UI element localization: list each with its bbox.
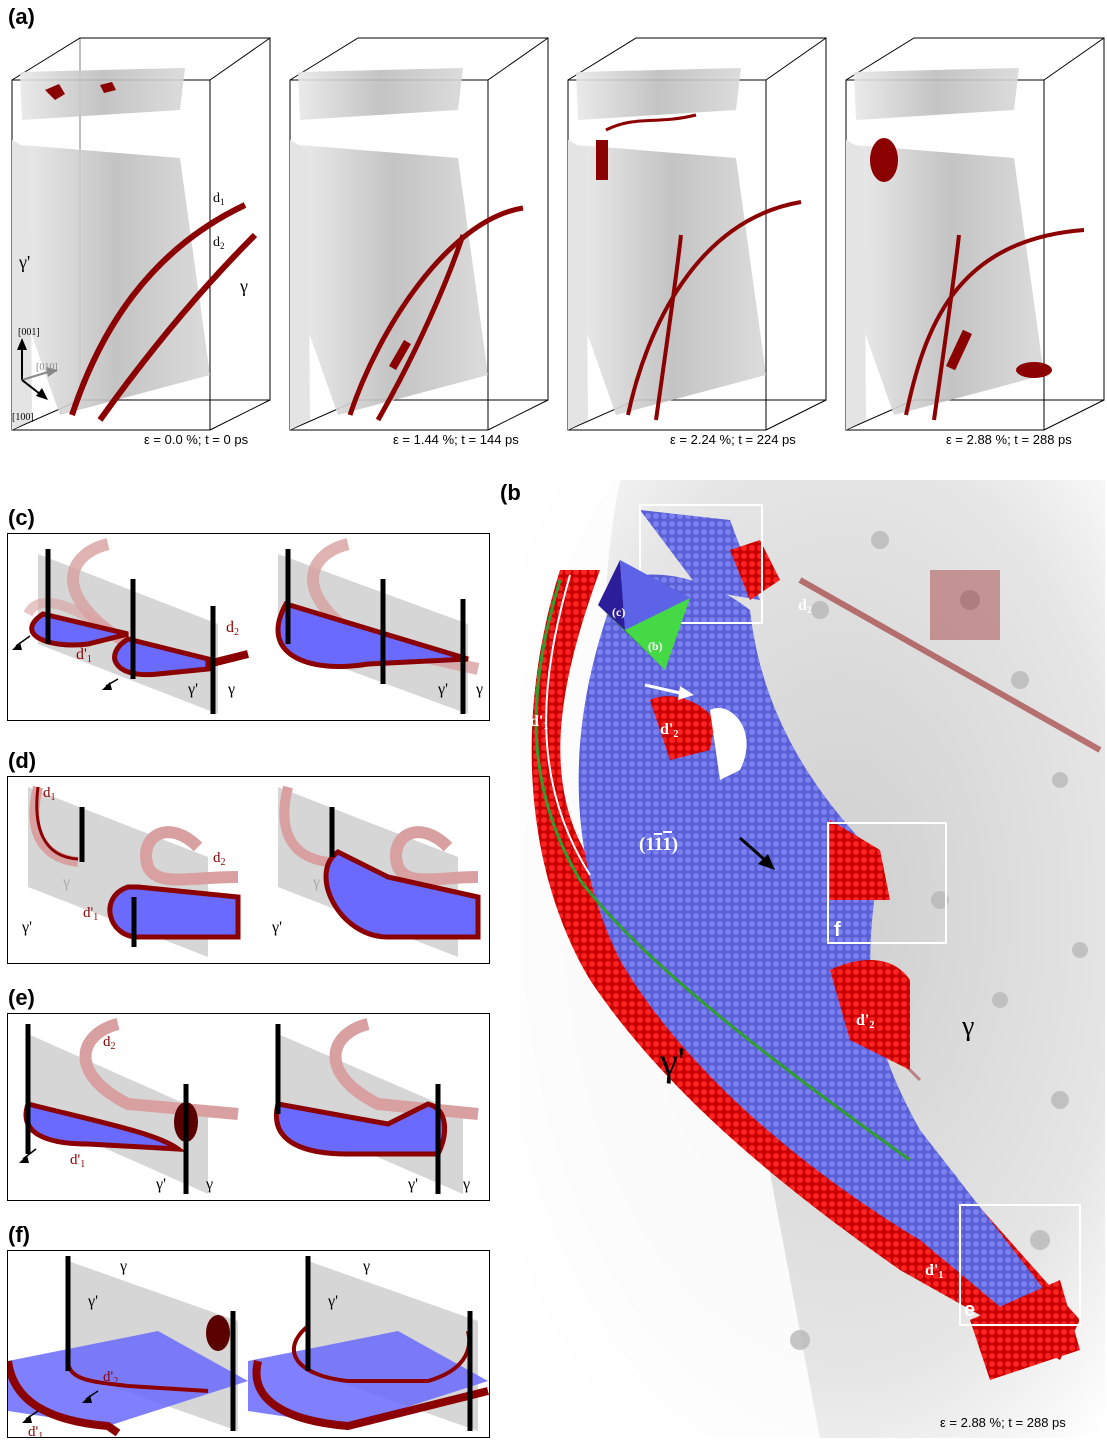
axis-z: [001] <box>18 327 40 338</box>
panel-b-image: d f e d2 d'1 d'2 d'2 d'1 (111) γ' γ (c) … <box>520 480 1105 1438</box>
axis-y: [010] <box>36 362 58 373</box>
e-gamma-right: γ <box>462 1176 470 1193</box>
panel-d-box: d1 d2 d'1 γ γ' γ γ' <box>7 776 490 964</box>
d-gamma-right: γ <box>312 874 320 891</box>
panel-f-diagram: γ' γ d'2 d'1 γ' γ <box>4 1256 489 1442</box>
panel-d-label: (d) <box>8 748 37 773</box>
e-gamma-prime-left: γ' <box>155 1176 166 1193</box>
f-gamma-prime-right: γ' <box>327 1293 338 1310</box>
c-gamma-left: γ <box>227 681 235 698</box>
inset-label-e: e <box>964 1299 975 1321</box>
panel-c-diagram: d2 d'1 γ' γ γ' γ <box>12 538 483 714</box>
c-d2-label: d2 <box>226 619 239 638</box>
octa-label-c: (c) <box>612 605 625 619</box>
frame-1-caption: ε = 0.0 %; t = 0 ps <box>144 432 249 447</box>
inset-label-f: f <box>834 919 841 941</box>
panel-a-label: (a) <box>8 4 35 29</box>
octa-label-b: (b) <box>648 639 663 653</box>
inset-box-f <box>827 822 947 944</box>
c-gamma-prime-left: γ' <box>187 681 198 698</box>
frame-4 <box>845 37 1105 431</box>
b-gamma: γ <box>961 1011 974 1042</box>
panel-a-frames: d1 d2 γ' γ [001] [010] [100] <box>11 37 1105 431</box>
panel-e-label: (e) <box>8 985 35 1010</box>
d-gamma-prime-right: γ' <box>271 919 282 936</box>
axes-triad-icon: [001] [010] [100] <box>12 327 58 423</box>
panel-f-box: γ' γ d'2 d'1 γ' γ <box>4 1250 490 1442</box>
d-d2-label: d2 <box>213 850 226 868</box>
a-d1-label: d1 <box>213 191 225 207</box>
b-gamma-prime: γ' <box>659 1039 685 1084</box>
f-gamma-right: γ <box>362 1258 370 1275</box>
f-gamma-prime-left: γ' <box>87 1293 98 1310</box>
e-d2-label: d2 <box>103 1034 116 1052</box>
d-gamma-prime-left: γ' <box>21 919 32 936</box>
a-gamma: γ <box>239 276 248 296</box>
panel-f-label: (f) <box>8 1222 30 1247</box>
c-gamma-prime-right: γ' <box>437 681 448 698</box>
panel-c-label: (c) <box>8 505 35 530</box>
f-d1p-label: d'1 <box>28 1424 43 1437</box>
d-d1-label: d1 <box>43 785 56 803</box>
panel-e-box: d2 d'1 γ' γ γ' γ <box>7 1013 490 1201</box>
white-arrow-icon <box>644 683 694 700</box>
e-d1p-label: d'1 <box>70 1152 85 1170</box>
panel-b-caption: ε = 2.88 %; t = 288 ps <box>940 1415 1066 1430</box>
black-arrow-icon <box>739 836 775 870</box>
frame-3 <box>567 37 827 431</box>
f-gamma-left: γ <box>119 1258 127 1275</box>
frame-3-caption: ε = 2.24 %; t = 224 ps <box>670 432 796 447</box>
inset-box-d <box>639 504 763 624</box>
a-gamma-prime: γ' <box>18 252 30 272</box>
e-gamma-left: γ <box>205 1176 213 1193</box>
panel-d-diagram: d1 d2 d'1 γ γ' γ γ' <box>21 785 481 957</box>
frame-1: d1 d2 γ' γ [001] [010] [100] <box>11 37 271 431</box>
d-gamma: γ <box>62 874 70 891</box>
axis-x: [100] <box>12 412 34 423</box>
b-plane-label: (111) <box>639 834 678 855</box>
panel-e-diagram: d2 d'1 γ' γ γ' γ <box>19 1018 479 1194</box>
frame-4-caption: ε = 2.88 %; t = 288 ps <box>946 432 1072 447</box>
octahedron-icon <box>598 560 690 670</box>
panel-c-box: d2 d'1 γ' γ γ' γ <box>7 533 490 721</box>
e-gamma-prime-right: γ' <box>407 1176 418 1193</box>
a-d2-label: d2 <box>213 235 225 251</box>
frame-2 <box>289 37 549 431</box>
inset-box-e <box>959 1204 1081 1326</box>
frame-2-caption: ε = 1.44 %; t = 144 ps <box>393 432 519 447</box>
c-gamma-right: γ <box>475 681 483 698</box>
